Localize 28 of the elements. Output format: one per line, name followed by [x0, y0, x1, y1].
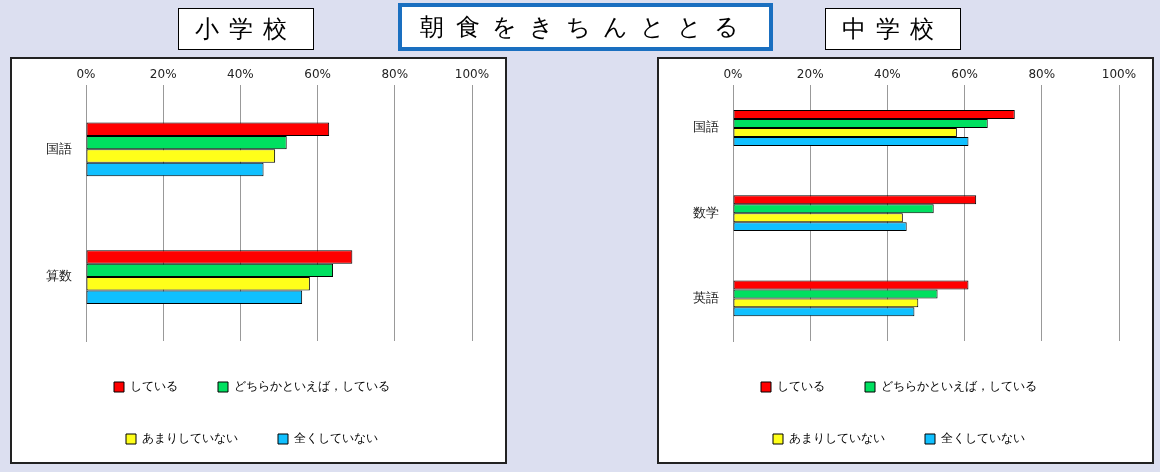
- x-tick-label: 20%: [149, 67, 177, 82]
- chart-title: 中学校: [825, 8, 961, 50]
- x-tick-label: 80%: [1028, 67, 1056, 82]
- x-tick-label: 80%: [381, 67, 409, 82]
- text: 朝食をきちんととる: [398, 3, 773, 51]
- x-tick-label: 60%: [304, 67, 331, 82]
- legend-label: している: [777, 379, 825, 394]
- x-tick-label: 100%: [1101, 67, 1137, 82]
- x-tick-label: 0%: [76, 67, 96, 82]
- y-tick-label: 英語: [693, 289, 719, 305]
- y-tick-label: 国語: [693, 119, 719, 135]
- legend-label: どちらかといえば，している: [234, 379, 390, 394]
- x-tick-label: 40%: [227, 67, 254, 82]
- legend-label: 全くしていない: [294, 431, 378, 446]
- legend-label: あまりしていない: [142, 431, 238, 446]
- legend-label: あまりしていない: [789, 431, 885, 446]
- x-tick-label: 100%: [454, 67, 490, 82]
- x-tick-label: 0%: [723, 67, 743, 82]
- x-tick-label: 60%: [951, 67, 978, 82]
- x-tick-label: 40%: [874, 67, 901, 82]
- y-tick-label: 算数: [46, 268, 72, 284]
- legend-label: している: [130, 379, 178, 394]
- chart-title: 小学校: [178, 8, 314, 50]
- legend-label: どちらかといえば，している: [881, 379, 1037, 394]
- y-tick-label: 国語: [46, 140, 72, 156]
- y-tick-label: 数学: [693, 204, 719, 220]
- legend-label: 全くしていない: [941, 431, 1025, 446]
- x-tick-label: 20%: [796, 67, 824, 82]
